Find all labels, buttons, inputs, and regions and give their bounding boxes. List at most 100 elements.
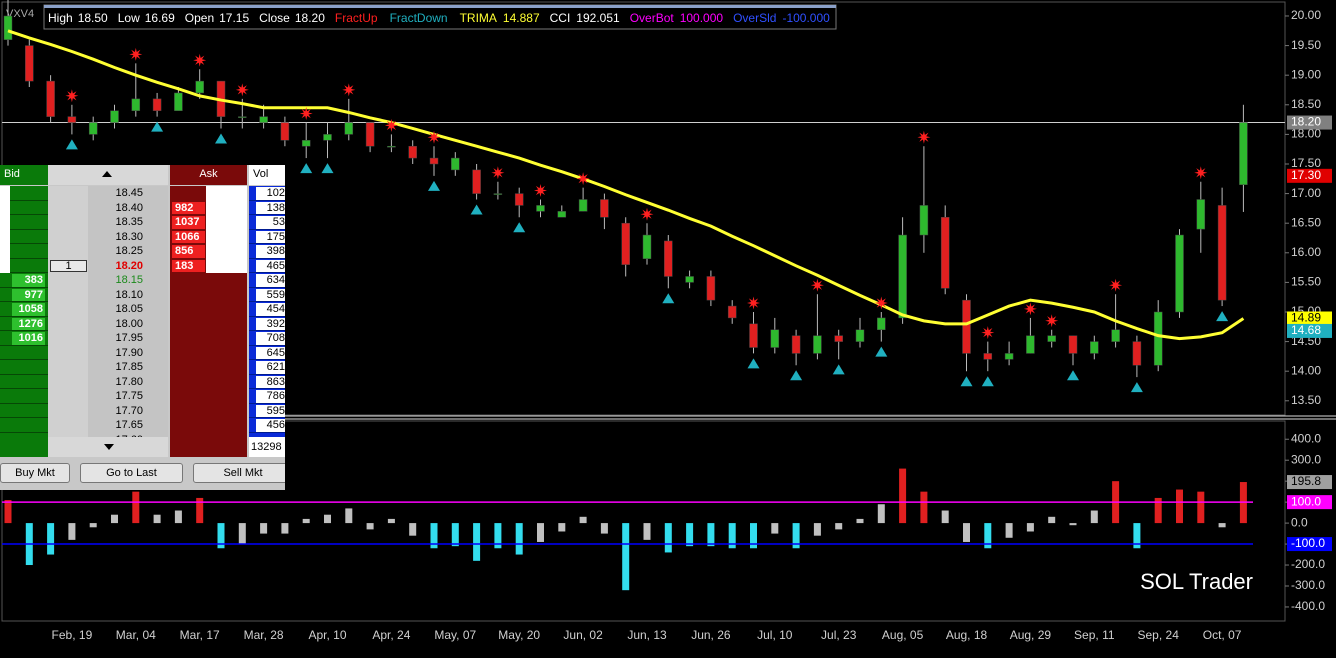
order-button[interactable]: Go to Last [80,463,183,483]
legend-entry: TRIMA [460,11,497,25]
y-tick-label: 13.50 [1291,393,1321,407]
vol-size: 863 [256,375,285,388]
cci-bar [345,508,353,524]
qty-box[interactable]: 1 [50,259,87,272]
qty-cell [48,403,88,418]
x-tick-label: Jul, 10 [757,628,793,642]
bid-size: 1058 [12,303,45,316]
candle-body [1068,335,1078,354]
cci-bar [515,523,523,555]
price-marker [1287,115,1332,130]
vol-size: 392 [256,317,285,330]
cci-bar [1133,523,1141,549]
x-tick-label: Jul, 23 [821,628,857,642]
candle-body [877,317,886,331]
legend-entry: FractDown [390,11,448,25]
cci-bar [643,523,651,540]
cci-bar [558,523,566,532]
candle-body [983,353,993,360]
scroll-down[interactable] [104,444,114,450]
cci-bar [68,523,76,540]
candle-body [174,92,183,111]
candle-body [536,205,545,212]
vol-size: 138 [256,201,285,214]
fractal-down [65,139,78,150]
fractal-down [875,346,888,357]
qty-cell [48,186,88,201]
info-bar [43,4,837,30]
x-tick-label: Jun, 26 [691,628,731,642]
qty-cell [48,331,88,346]
ask-size: 982 [172,201,205,214]
fractal-down [513,222,526,233]
last-value-label: 195.8 [1291,474,1321,488]
candle-body [46,80,55,117]
y-tick-label: 18.50 [1291,97,1321,111]
x-tick-label: Apr, 24 [372,628,410,642]
vol-size: 708 [256,332,285,345]
cci-bar [813,523,821,536]
x-tick-label: Sep, 11 [1074,628,1115,642]
bid-edge [0,215,10,230]
candle-body [642,234,652,259]
cci-bar [771,523,779,534]
vol-size: 175 [256,230,285,243]
bid-cell [0,229,48,244]
x-tick-label: Sep, 24 [1138,628,1180,642]
y-tick-label: -400.0 [1291,599,1325,613]
vol-size: 465 [256,259,285,272]
price-marker-label: 14.68 [1291,323,1321,337]
y-tick-label: 15.50 [1291,275,1321,289]
candle-body [1217,205,1227,301]
cci-bar [217,523,225,549]
fractal-down [300,163,313,174]
candle-body [919,205,929,236]
bid-edge [0,186,10,201]
cci-panel [1,420,1286,622]
fractal-up [1109,278,1123,292]
cci-bar [1048,516,1056,524]
candle-body [1196,199,1206,230]
candle-body [557,211,567,218]
qty-cell [48,200,88,215]
price-marker [1287,323,1332,338]
price-cell: 18.00 [88,316,168,331]
bid-cell [0,374,48,389]
x-tick-label: Oct, 07 [1203,628,1242,642]
cci-bar [89,523,97,528]
candle-body [685,276,694,283]
candle-body [301,140,311,147]
candle-body [280,122,290,141]
cci-bar [494,523,502,549]
info-value: 17.15 [219,11,249,25]
fractal-up [576,172,590,186]
candle-body [1047,335,1056,342]
order-button[interactable]: Sell Mkt [193,463,285,483]
x-tick-label: Aug, 29 [1010,628,1052,642]
price-cell: 18.15 [88,273,168,288]
price-cell: 18.40 [88,200,168,215]
info-value: 16.69 [145,11,175,25]
ask-band [170,186,206,201]
y-tick-label: 400.0 [1291,431,1321,445]
cci-bar [238,523,246,545]
candle-body [323,134,332,141]
cci-bar [451,523,459,547]
legend-entry: OverBot [630,11,675,25]
order-button[interactable]: Buy Mkt [0,463,70,483]
cci-bar [707,523,715,547]
cci-bar [1197,491,1205,524]
candle-body [770,329,780,348]
qty-cell [48,302,88,317]
info-label: Low [118,11,140,25]
x-tick-label: Jun, 13 [627,628,667,642]
info-label: Close [259,11,290,25]
cci-bar [963,523,970,542]
fractal-up [427,130,441,144]
ask-cell [170,403,247,418]
y-tick-label: 0.0 [1291,515,1308,529]
vol-size: 102 [256,187,285,200]
price-marker-label: 18.20 [1291,115,1321,129]
candle-body [67,116,77,123]
scroll-up[interactable] [102,171,112,177]
